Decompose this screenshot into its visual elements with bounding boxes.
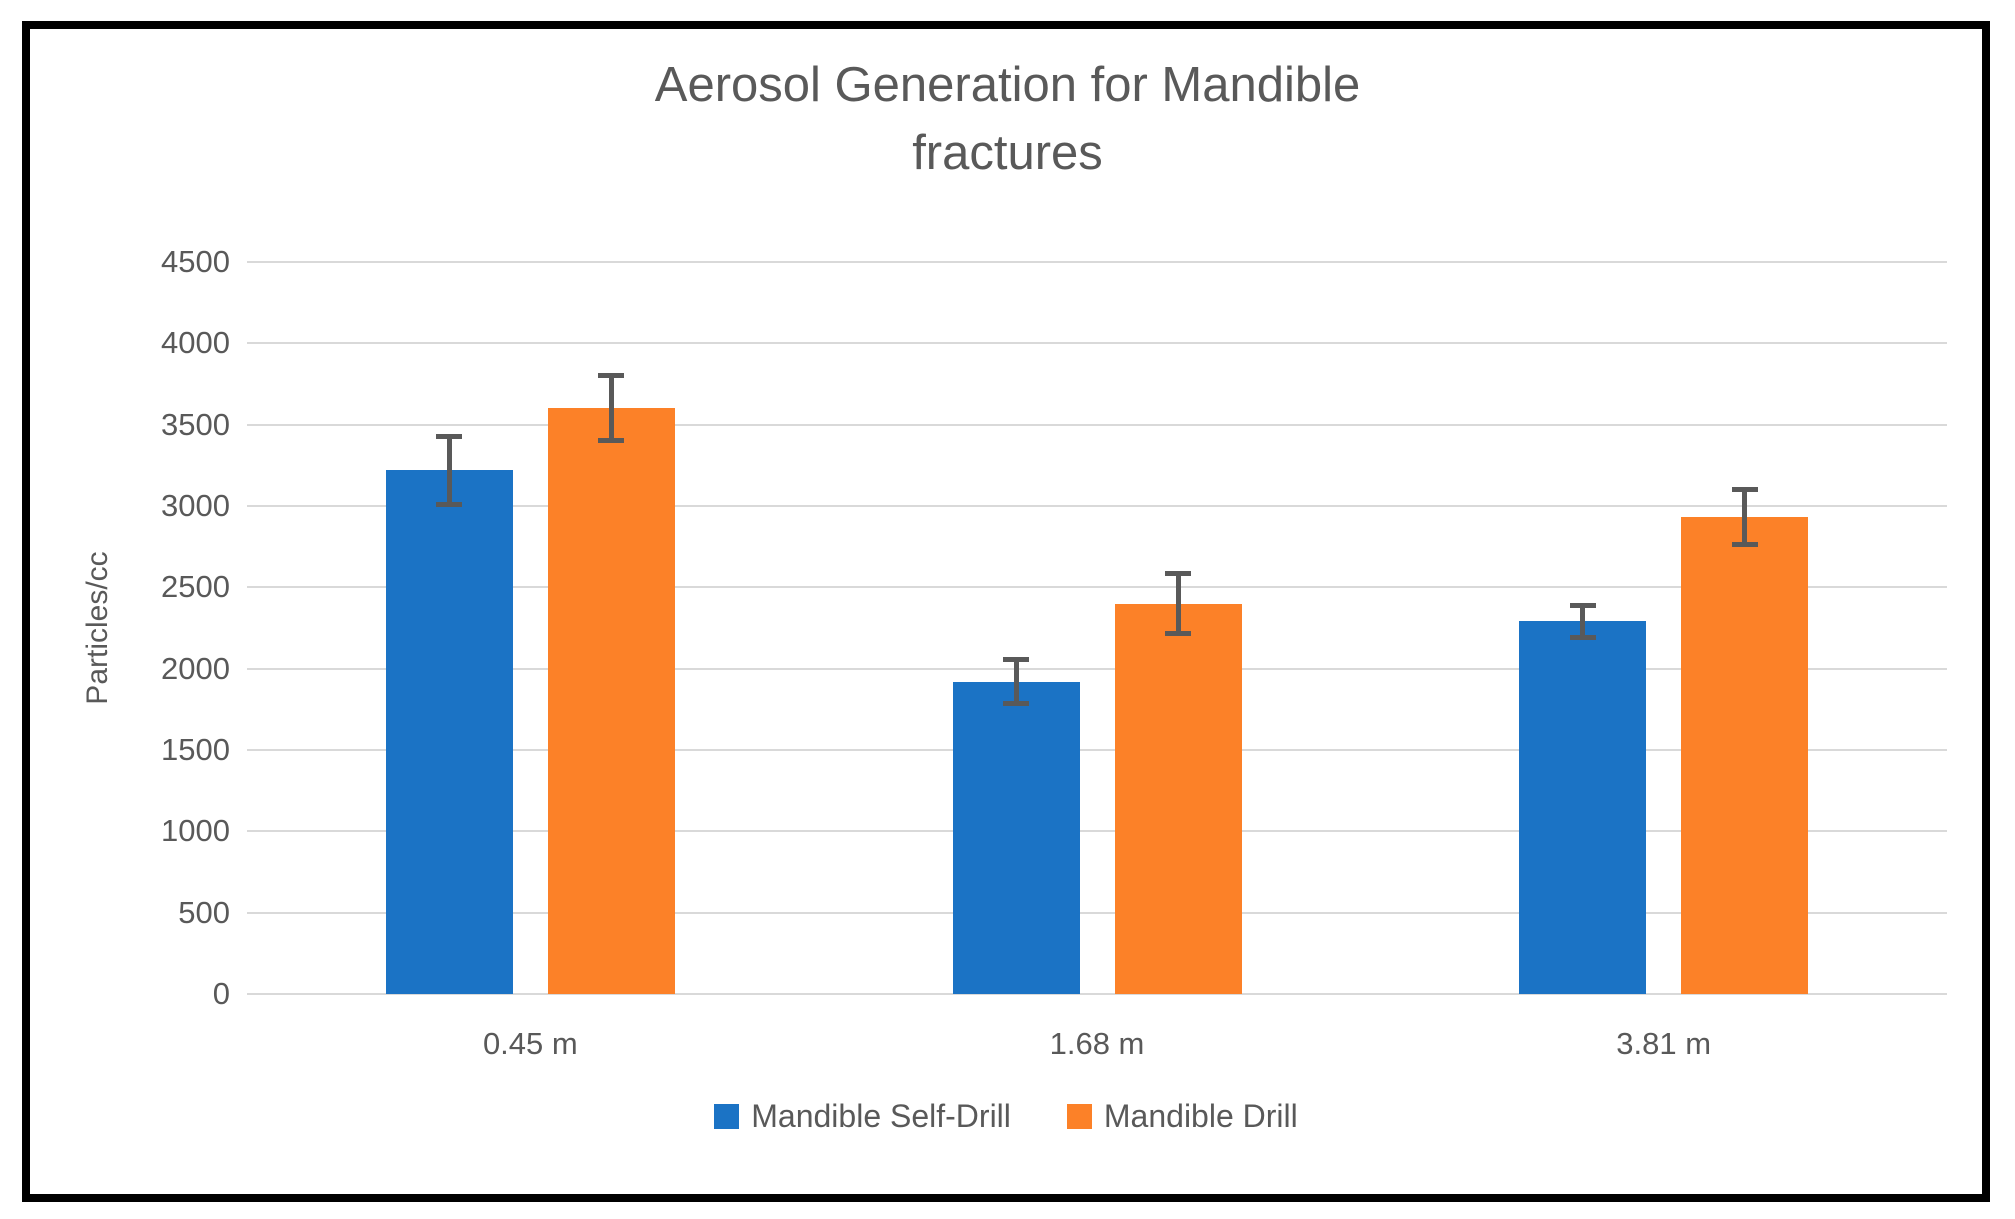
gridline-500 [247,911,1947,914]
x-category-label-0: 0.45 m [482,1026,578,1061]
error-bar-cap-top [436,433,463,439]
y-tick-label-4500: 4500 [161,244,230,279]
y-tick-label-1000: 1000 [161,813,230,849]
bar-3.81m-series0 [1519,621,1647,994]
error-bar-cap-top [1165,571,1191,577]
error-bar-cap-bottom [436,501,463,507]
gridline-4500 [247,261,1947,263]
x-category-label-1: 1.68 m [1049,1026,1145,1061]
y-tick-label-4000: 4000 [161,325,230,361]
gridline-1000 [247,830,1947,833]
error-bar [1013,657,1019,707]
legend: Mandible Self-Drill Mandible Drill [22,1098,1990,1135]
y-tick-label-2000: 2000 [161,650,230,686]
chart-border-frame [22,21,1990,1202]
legend-label: Mandible Drill [1103,1098,1298,1134]
y-tick-label-2500: 2500 [161,569,230,605]
legend-swatch-icon [1066,1104,1092,1129]
legend-item-1: Mandible Drill [1066,1098,1298,1135]
error-bar-cap-top [1731,487,1758,493]
y-tick-label-500: 500 [178,894,230,930]
error-bar-cap-bottom [598,438,625,444]
error-bar-cap-bottom [1003,701,1029,707]
gridline-3000 [247,505,1947,507]
error-bar [1580,602,1586,641]
gridline-2000 [247,667,1947,670]
y-axis-title: Particles/cc [81,551,114,705]
bar-3.81m-series1 [1681,517,1809,994]
error-bar-cap-bottom [1165,631,1191,637]
y-tick-label-0: 0 [212,976,230,1011]
error-bar [608,373,614,444]
gridline-0 [247,993,1947,995]
y-tick-label-3500: 3500 [161,406,230,442]
error-bar-cap-bottom [1569,635,1596,641]
error-bar-cap-bottom [1731,542,1758,548]
error-bar-cap-top [598,373,625,379]
gridline-3500 [247,423,1947,426]
bar-1.68m-series0 [952,681,1080,994]
bar-0.45m-series0 [385,470,513,994]
y-tick-label-1500: 1500 [161,732,230,767]
bar-0.45m-series1 [547,408,675,994]
error-bar [1175,571,1181,637]
legend-swatch-icon [714,1104,740,1129]
error-bar-cap-top [1569,602,1596,608]
y-tick-label-3000: 3000 [161,488,230,523]
chart-title: Aerosol Generation for Mandible fracture… [0,52,2015,187]
gridline-1500 [247,749,1947,751]
error-bar-cap-top [1003,657,1029,663]
chart-title-text: Aerosol Generation for Mandible fracture… [654,58,1361,180]
error-bar [446,433,452,507]
gridline-4000 [247,342,1947,345]
error-bar [1742,487,1748,548]
x-category-label-2: 3.81 m [1616,1026,1712,1061]
legend-label: Mandible Self-Drill [751,1098,1011,1134]
legend-item-0: Mandible Self-Drill [714,1098,1011,1135]
bar-1.68m-series1 [1114,603,1242,994]
gridline-2500 [247,586,1947,589]
